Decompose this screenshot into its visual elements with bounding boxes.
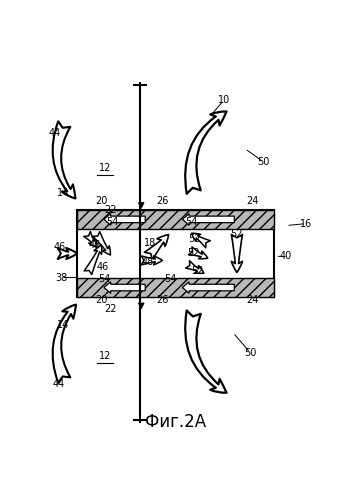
Text: 54: 54 [106,218,118,228]
Text: 24: 24 [247,196,259,206]
Text: 50: 50 [257,157,270,167]
Text: 40: 40 [280,252,292,262]
Text: 38: 38 [55,272,67,282]
Text: 12: 12 [99,163,111,173]
Text: 20: 20 [95,196,108,206]
Bar [78,210,274,229]
Text: 14: 14 [57,188,69,198]
Text: 26: 26 [156,295,169,305]
Text: 52: 52 [191,266,203,276]
Text: 52: 52 [187,248,199,258]
FancyArrow shape [104,282,145,294]
Text: 10: 10 [217,96,230,106]
FancyArrow shape [182,214,234,225]
Text: 44: 44 [53,379,65,389]
Text: 14: 14 [57,320,69,330]
Text: 44: 44 [49,128,61,138]
Text: 54: 54 [98,274,110,283]
Text: 12: 12 [99,350,111,360]
Text: 54: 54 [186,218,198,228]
Text: 46: 46 [97,262,109,272]
Text: 52: 52 [231,229,243,239]
Text: 50: 50 [244,348,257,358]
Text: 46: 46 [88,240,101,250]
Text: 22: 22 [104,205,117,215]
Text: Фиг.2A: Фиг.2A [145,413,206,431]
Text: 26: 26 [156,196,169,206]
Text: 18: 18 [144,238,157,248]
Bar [78,278,274,297]
FancyArrow shape [104,214,145,225]
Text: 46: 46 [54,242,66,252]
Text: 52: 52 [188,234,201,244]
Text: 16: 16 [300,218,312,228]
Text: 54: 54 [164,274,177,283]
Text: 24: 24 [247,295,259,305]
FancyArrow shape [182,282,234,294]
Text: 48: 48 [142,257,154,267]
Bar [78,210,274,297]
Text: 20: 20 [95,295,108,305]
Text: 22: 22 [104,304,117,314]
